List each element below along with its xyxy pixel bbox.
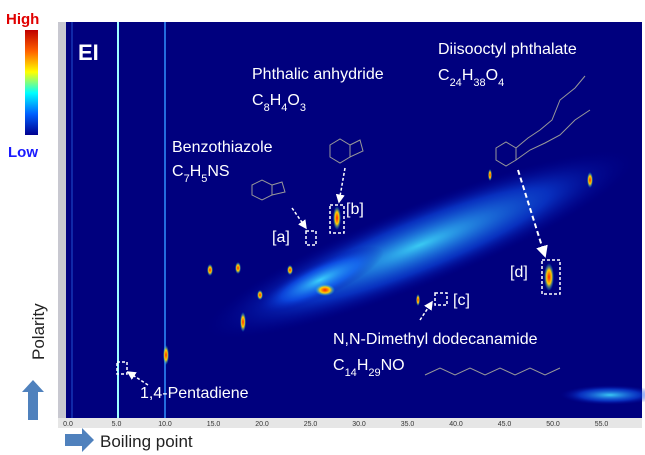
compound-name: N,N-Dimethyl dodecanamide xyxy=(333,331,538,348)
x-tick-label: 35.0 xyxy=(401,421,415,428)
y-arrow xyxy=(22,380,44,420)
x-tick-label: 55.0 xyxy=(595,421,609,428)
compound-formula: C8H4O3 xyxy=(252,92,306,114)
peak-label: [a] xyxy=(272,229,290,246)
peak-labels: [a] [b] [c] [d] xyxy=(272,201,528,309)
x-tick-label: 20.0 xyxy=(255,421,269,428)
compound-formula: C14H29NO xyxy=(333,357,405,379)
colorbar-low: Low xyxy=(8,144,38,161)
x-tick-label: 10.0 xyxy=(158,421,172,428)
x-tick-label: 30.0 xyxy=(352,421,366,428)
x-tick-label: 5.0 xyxy=(112,421,122,428)
x-axis: Boiling point 0.0 5.0 10.0 15.0 20.0 25.0 30.0… xyxy=(63,421,608,452)
colorbar: High Low xyxy=(6,11,39,161)
x-tick-label: 45.0 xyxy=(498,421,512,428)
x-tick-label: 40.0 xyxy=(449,421,463,428)
x-arrow xyxy=(65,428,94,452)
x-tick-label: 50.0 xyxy=(546,421,560,428)
mode-label: EI xyxy=(78,40,99,65)
structures xyxy=(251,75,591,376)
compound-name: Phthalic anhydride xyxy=(252,66,384,83)
compound-name: Benzothiazole xyxy=(172,139,273,156)
x-tick-label: 0.0 xyxy=(63,421,73,428)
compound-name: Diisooctyl phthalate xyxy=(438,41,577,58)
peak-label: [c] xyxy=(453,292,470,309)
compound-formula: C24H38O4 xyxy=(438,67,504,89)
plot xyxy=(58,22,645,428)
compound-formula: C7H5NS xyxy=(172,163,230,185)
peak-label: [d] xyxy=(510,264,528,281)
y-axis-title: Polarity xyxy=(29,303,48,360)
colorbar-high: High xyxy=(6,11,39,28)
pentadiene-label: 1,4-Pentadiene xyxy=(140,385,249,402)
peak-label: [b] xyxy=(346,201,364,218)
y-axis: Polarity xyxy=(22,303,48,420)
x-axis-title: Boiling point xyxy=(100,432,193,451)
annotations xyxy=(116,167,561,386)
x-tick-label: 15.0 xyxy=(207,421,221,428)
x-tick-label: 25.0 xyxy=(304,421,318,428)
